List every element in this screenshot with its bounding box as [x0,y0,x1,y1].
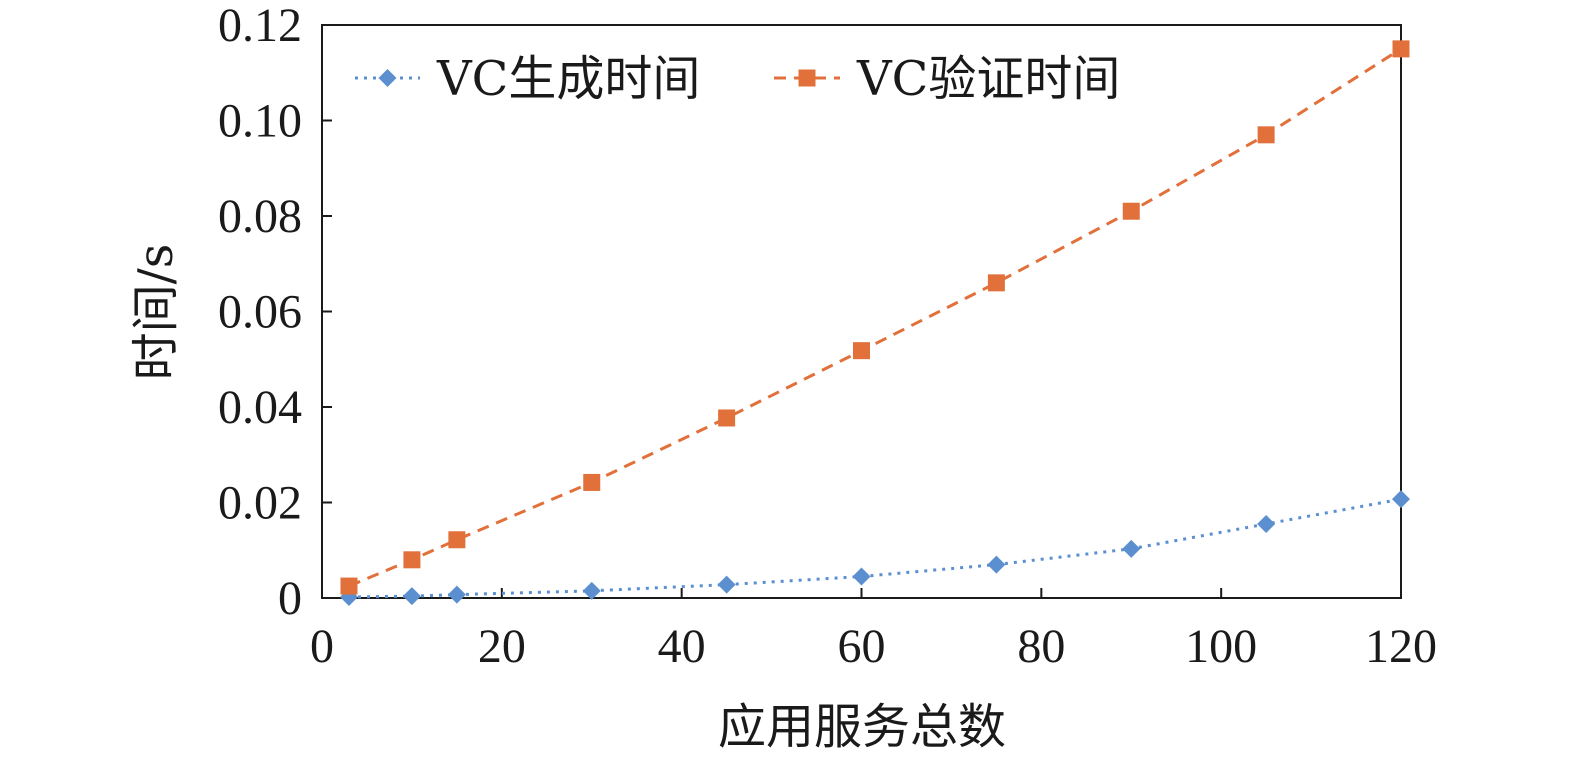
diamond-point [447,585,466,604]
legend-label: VC验证时间 [856,51,1120,107]
y-tick-label: 0.02 [218,477,302,530]
diamond-point [852,567,871,586]
square-point [853,342,870,360]
x-tick-label: 100 [1185,620,1257,673]
x-tick-label: 40 [658,620,706,673]
legend-diamond-marker [378,69,397,87]
diamond-point [582,581,601,600]
diamond-point [987,555,1006,574]
y-tick-label: 0.08 [218,190,302,243]
series-layer [339,40,1410,607]
square-point [583,473,601,491]
y-tick-label: 0.06 [218,286,302,339]
plot-frame [321,24,1402,599]
diamond-point [1392,490,1410,509]
series-1 [339,490,1410,607]
legend-square-marker [798,69,816,87]
square-point [1392,40,1410,58]
legend-label: VC生成时间 [436,51,700,107]
y-tick-label: 0.04 [218,381,302,434]
diamond-point [402,587,421,606]
series-line [348,47,1402,588]
legend: VC生成时间 VC验证时间 [355,51,1120,107]
y-tick-label: 0.12 [218,0,302,52]
square-point [987,274,1005,292]
x-tick-label: 20 [478,620,526,673]
diamond-point [1122,539,1141,558]
square-point [448,531,466,549]
square-point [718,409,736,427]
series-line [348,497,1402,599]
y-axis-title: 时间/s [128,244,184,381]
x-tick-label: 120 [1365,620,1437,673]
y-tick-label: 0.10 [218,95,302,148]
axes: 0 0.02 0.04 0.06 0.08 0.10 0.12 0 20 40 60 80 100 120 [218,0,1437,673]
diamond-point [1257,514,1276,533]
square-point [403,551,421,569]
square-point [1122,202,1140,220]
x-axis-title: 应用服务总数 [718,699,1006,755]
legend-item-2: VC验证时间 [774,51,1120,107]
diamond-point [717,575,736,594]
series-2 [340,40,1410,595]
square-point [340,577,358,595]
x-tick-label: 60 [838,620,886,673]
y-tick-label: 0 [278,572,302,625]
x-tick-label: 80 [1017,620,1065,673]
legend-item-1: VC生成时间 [355,51,700,107]
square-point [1257,126,1275,144]
x-tick-label: 0 [310,620,334,673]
